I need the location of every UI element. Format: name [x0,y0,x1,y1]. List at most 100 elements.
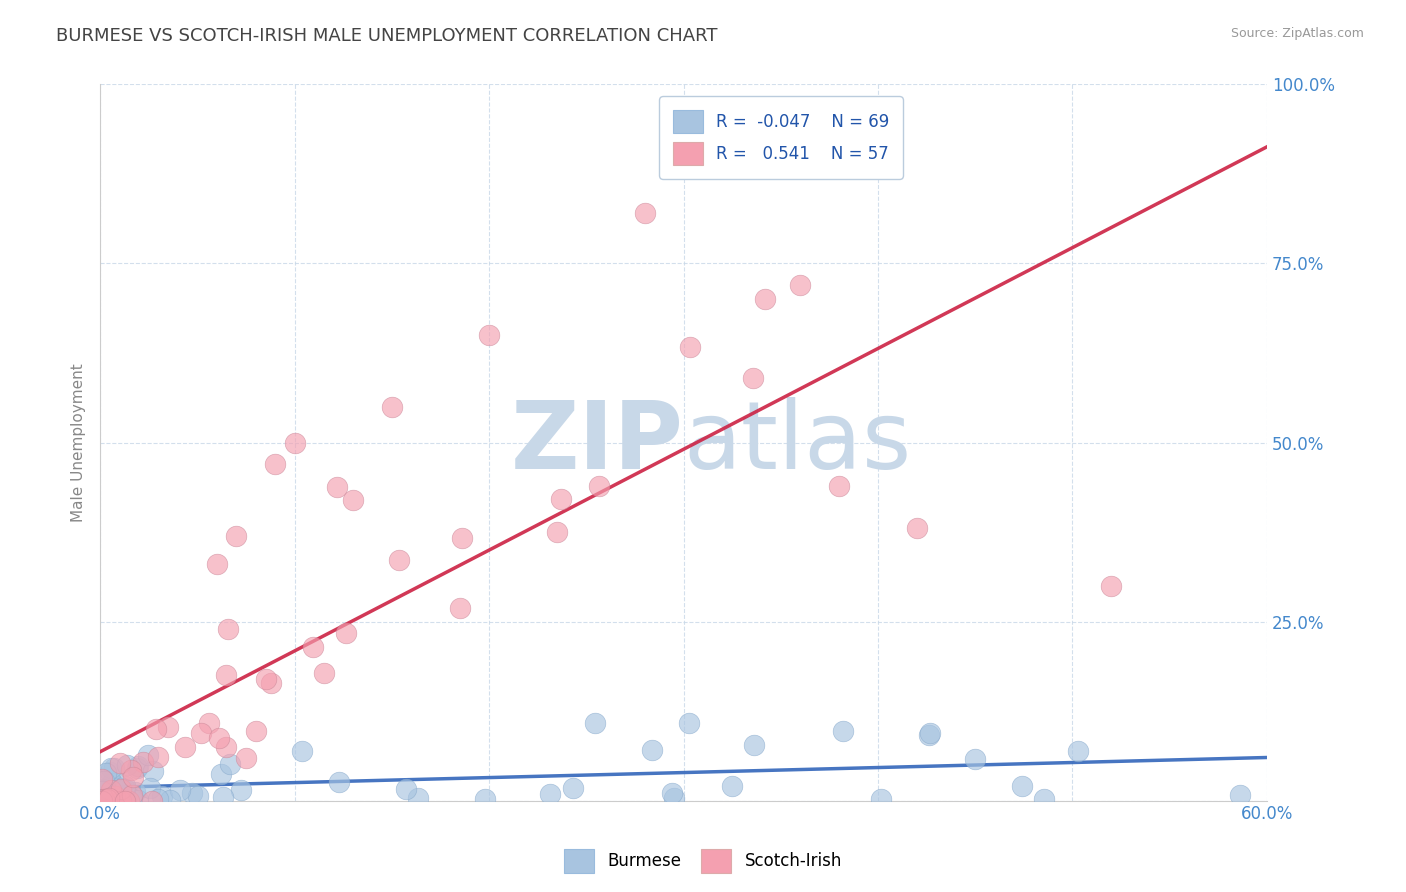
Text: Source: ZipAtlas.com: Source: ZipAtlas.com [1230,27,1364,40]
Point [127,759,149,773]
Point [169,782,191,797]
Point [142,764,165,778]
Point [156,720,179,734]
Point [94,783,117,797]
Point [450,531,472,545]
Point [100,776,122,790]
Point [245,723,267,738]
Point [111,781,134,796]
Point [107,790,129,805]
Point [91,790,114,805]
Point [91,793,114,807]
Point [118,794,141,808]
Point [561,781,583,796]
Point [105,788,128,802]
Point [120,790,142,805]
Point [93,774,115,789]
Point [284,435,307,450]
Point [661,786,683,800]
Point [93,783,115,797]
Point [828,478,851,492]
Point [139,781,162,796]
Point [136,747,159,762]
Point [291,744,314,758]
Point [98,789,121,803]
Point [641,743,664,757]
Point [173,739,195,754]
Point [302,640,325,654]
Point [121,770,143,784]
Point [260,675,283,690]
Point [741,370,763,384]
Text: BURMESE VS SCOTCH-IRISH MALE UNEMPLOYMENT CORRELATION CHART: BURMESE VS SCOTCH-IRISH MALE UNEMPLOYMEN… [56,27,717,45]
Point [388,553,411,567]
Point [679,340,702,354]
Point [108,794,131,808]
Point [114,781,136,796]
Point [1099,579,1122,593]
Point [181,786,204,800]
Point [474,792,496,806]
Point [588,479,610,493]
Point [93,792,115,806]
Point [98,765,121,780]
Point [235,751,257,765]
Point [583,716,606,731]
Point [312,665,335,680]
Point [114,779,136,793]
Point [125,761,148,775]
Point [231,782,253,797]
Point [150,789,173,803]
Point [678,715,700,730]
Point [107,780,129,795]
Point [96,792,118,806]
Point [190,726,212,740]
Point [254,672,277,686]
Point [91,784,114,798]
Point [1033,792,1056,806]
Point [100,761,122,775]
Point [110,782,132,797]
Point [664,790,686,805]
Point [141,794,163,808]
Point [215,739,238,754]
Point [478,328,501,343]
Point [546,524,568,539]
Legend: Burmese, Scotch-Irish: Burmese, Scotch-Irish [557,842,849,880]
Point [550,491,572,506]
Point [146,750,169,764]
Point [94,766,117,780]
Point [120,764,142,778]
Point [91,794,114,808]
Point [1011,779,1033,793]
Point [108,756,131,770]
Point [104,789,127,804]
Point [187,789,209,803]
Point [104,793,127,807]
Point [120,787,142,801]
Point [328,775,350,789]
Point [121,788,143,802]
Legend: R =  -0.047    N = 69, R =   0.541    N = 57: R = -0.047 N = 69, R = 0.541 N = 57 [659,96,903,178]
Point [905,521,928,535]
Point [335,626,357,640]
Point [918,726,941,740]
Point [211,766,233,780]
Point [219,757,242,772]
Point [264,457,287,471]
Point [198,716,221,731]
Point [114,794,136,808]
Point [217,622,239,636]
Point [789,277,811,292]
Y-axis label: Male Unemployment: Male Unemployment [72,363,86,522]
Point [1067,744,1090,758]
Point [225,528,247,542]
Point [754,293,776,307]
Point [742,739,765,753]
Point [381,400,404,414]
Point [406,790,429,805]
Point [205,558,228,572]
Point [124,785,146,799]
Point [215,667,238,681]
Point [870,792,893,806]
